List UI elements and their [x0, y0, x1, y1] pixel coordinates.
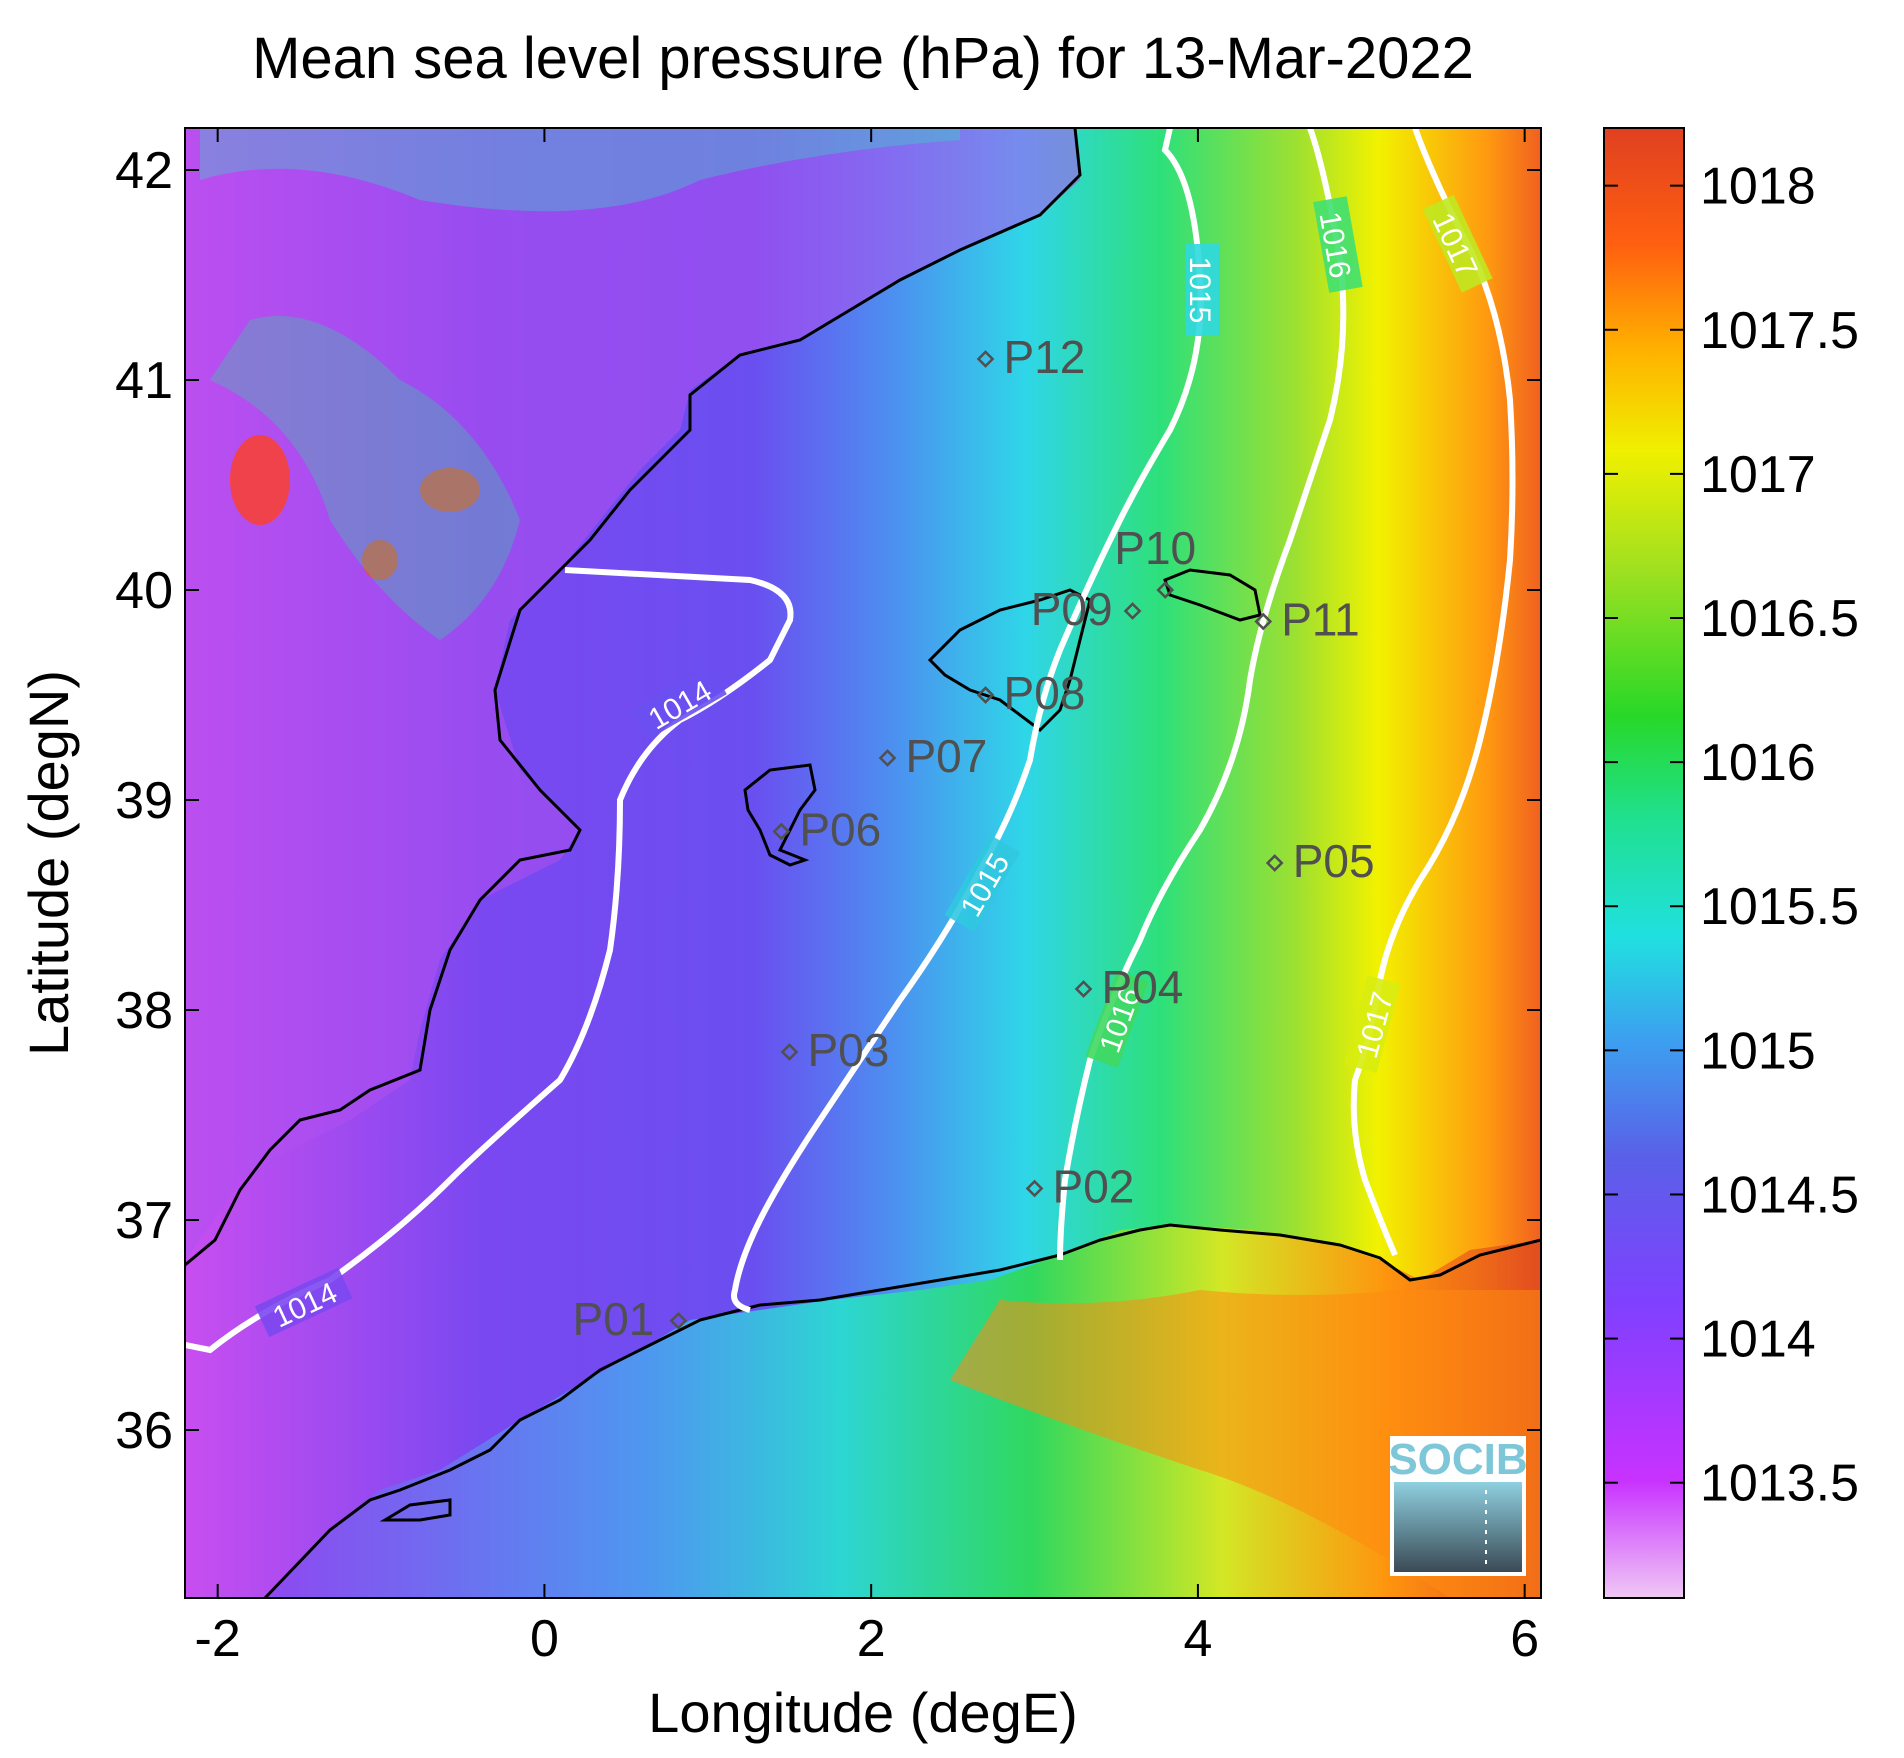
terrain-green — [210, 316, 520, 640]
y-axis: 36 37 38 39 40 41 42 — [115, 142, 1541, 1460]
station-marker[interactable] — [976, 686, 995, 704]
station-label: P11 — [1281, 594, 1359, 646]
y-tick-label: 42 — [115, 142, 173, 200]
station-marker[interactable] — [976, 350, 995, 368]
y-tick-label: 39 — [115, 772, 173, 830]
colorbar-ticks: 1013.5 1014 1014.5 1015 1015.5 1016 1016.5 1017… — [1604, 158, 1859, 1513]
station-marker[interactable] — [669, 1311, 688, 1330]
station-marker[interactable] — [1025, 1179, 1044, 1198]
high-terrain-blob — [230, 435, 290, 525]
colorbar-tick-label: 1016.5 — [1700, 590, 1859, 648]
x-axis: -2 0 2 4 6 — [195, 128, 1539, 1668]
station-label: P08 — [1004, 667, 1086, 719]
colorbar-tick-label: 1015 — [1700, 1022, 1816, 1080]
x-axis-title: Longitude (degE) — [648, 1681, 1078, 1744]
station-label: P03 — [807, 1024, 889, 1076]
colorbar-tick-label: 1013.5 — [1700, 1455, 1859, 1513]
station-label: P05 — [1293, 835, 1375, 887]
station-marker[interactable] — [780, 1043, 799, 1061]
plot-frame — [184, 127, 1542, 1599]
colorbar — [1603, 127, 1685, 1599]
colorbar-tick-label: 1014 — [1700, 1311, 1816, 1369]
station-label: P01 — [573, 1293, 655, 1345]
station-marker[interactable] — [1265, 854, 1284, 872]
colorbar-tick-label: 1016 — [1700, 734, 1816, 792]
y-tick-label: 38 — [115, 982, 173, 1040]
contour-1015 — [731, 128, 1204, 1313]
coastline — [185, 128, 1082, 1267]
island-alboran — [379, 1498, 452, 1522]
figure-title: Mean sea level pressure (hPa) for 13-Mar… — [252, 26, 1474, 91]
station-marker[interactable] — [1254, 612, 1273, 631]
station-label: P02 — [1053, 1161, 1135, 1213]
y-tick-label: 37 — [115, 1192, 173, 1250]
terrain-teal-north — [200, 128, 960, 212]
y-tick-label: 41 — [115, 352, 173, 410]
station-marker[interactable] — [1123, 602, 1142, 620]
colorbar-tick-label: 1015.5 — [1700, 878, 1859, 936]
colorbar-tick-label: 1018 — [1700, 158, 1816, 216]
y-tick-label: 36 — [115, 1402, 173, 1460]
contour-label: 1015 — [1183, 257, 1216, 324]
station-label: P04 — [1102, 961, 1184, 1013]
x-tick-label: 0 — [530, 1610, 559, 1668]
station-label: P07 — [906, 730, 988, 782]
colorbar-tick-label: 1014.5 — [1700, 1166, 1859, 1224]
colorbar-tick-label: 1017 — [1700, 446, 1816, 504]
x-tick-label: 2 — [857, 1610, 886, 1668]
station-label: P06 — [799, 804, 881, 856]
contour-1017 — [1350, 128, 1516, 1257]
x-tick-label: 4 — [1183, 1610, 1212, 1668]
logo-text: SOCIB — [1388, 1435, 1527, 1484]
station-marker[interactable] — [1156, 581, 1175, 599]
x-tick-label: -2 — [195, 1610, 241, 1668]
island-menorca — [1163, 568, 1262, 622]
contour-1016 — [1057, 128, 1347, 1261]
socib-logo: SOCIB — [1388, 1435, 1528, 1576]
station-label: P12 — [1004, 331, 1086, 383]
contour-1014 — [185, 567, 794, 1354]
high-terrain-blob — [362, 540, 398, 580]
station-marker[interactable] — [878, 749, 897, 767]
map-plot-area: 1014 1014 1015 1015 1016 1016 1017 1017 — [185, 128, 1541, 1598]
colorbar-tick-label: 1017.5 — [1700, 302, 1859, 360]
land-iberia — [185, 128, 1080, 1260]
station-marker[interactable] — [1074, 980, 1093, 998]
station-label: P10 — [1114, 522, 1196, 574]
y-axis-title: Latitude (degN) — [17, 670, 80, 1056]
station-label: P09 — [1031, 583, 1113, 635]
coastline-africa — [263, 1223, 1541, 1598]
island-ibiza — [743, 763, 817, 867]
high-terrain-blob — [420, 468, 480, 512]
x-tick-label: 6 — [1510, 1610, 1539, 1668]
station-marker[interactable] — [772, 822, 791, 841]
island-mallorca — [927, 588, 1092, 732]
y-tick-label: 40 — [115, 562, 173, 620]
